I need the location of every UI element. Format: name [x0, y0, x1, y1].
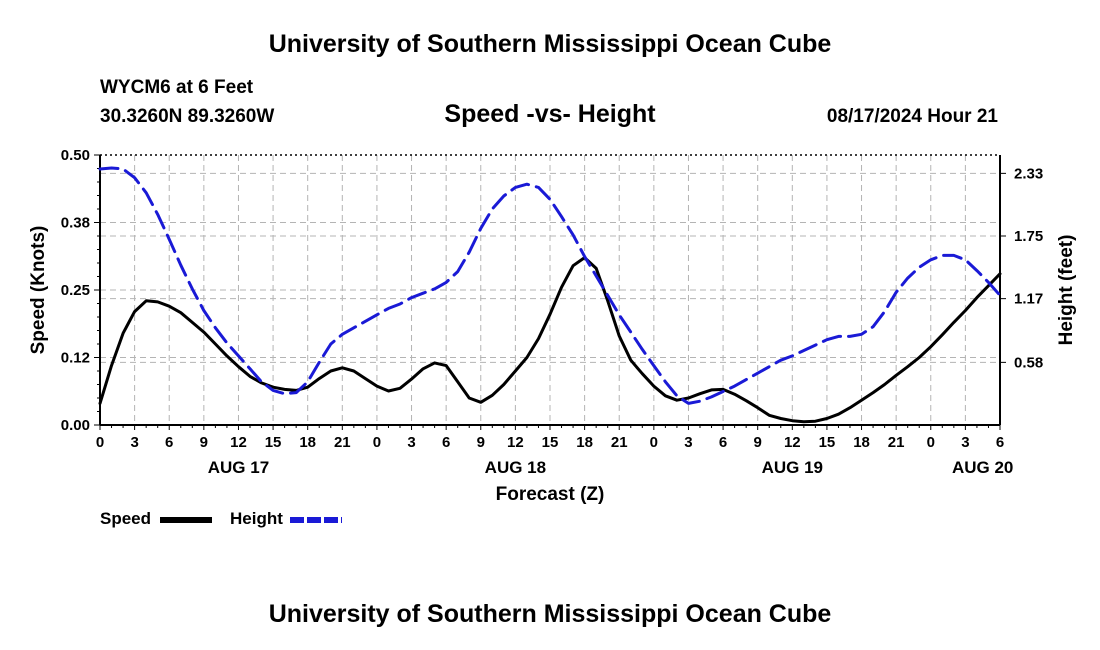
y-tick-label: 0.12	[61, 350, 90, 367]
y2-tick-label: 2.33	[1014, 165, 1043, 182]
x-tick-label: 3	[684, 434, 692, 451]
forecast-datetime: 08/17/2024 Hour 21	[826, 106, 998, 127]
x-tick-label: 0	[373, 434, 381, 451]
x-tick-label: 21	[611, 434, 628, 451]
x-tick-label: 21	[888, 434, 905, 451]
x-date-label: AUG 19	[762, 458, 823, 477]
x-tick-label: 12	[507, 434, 524, 451]
x-tick-label: 3	[961, 434, 969, 451]
y2-tick-label: 1.17	[1014, 291, 1043, 308]
x-tick-label: 15	[542, 434, 559, 451]
footer-title: University of Southern Mississippi Ocean…	[268, 600, 832, 628]
x-tick-label: 6	[165, 434, 173, 451]
x-tick-label: 0	[650, 434, 658, 451]
chart-title: University of Southern Mississippi Ocean…	[268, 30, 832, 58]
x-date-label: AUG 18	[485, 458, 546, 477]
y-tick-label: 0.38	[61, 215, 90, 232]
speed-series-line	[98, 256, 1002, 424]
x-tick-label: 12	[784, 434, 801, 451]
legend-height-label: Height	[230, 509, 283, 528]
x-tick-label: 9	[477, 434, 485, 451]
x-tick-label: 18	[853, 434, 870, 451]
x-date-label: AUG 20	[952, 458, 1013, 477]
x-tick-label: 3	[407, 434, 415, 451]
y-tick-label: 0.00	[61, 417, 90, 434]
legend-speed-label: Speed	[100, 509, 152, 528]
y-tick-label: 0.50	[61, 147, 90, 164]
y2-axis-label: Height (feet)	[1056, 235, 1077, 346]
station-coordinates: 30.3260N 89.3260W	[100, 106, 275, 127]
x-tick-label: 9	[754, 434, 762, 451]
x-tick-label: 0	[96, 434, 104, 451]
y-axis-label: Speed (Knots)	[28, 226, 49, 355]
station-label: WYCM6 at 6 Feet	[100, 77, 254, 98]
y-tick-label: 0.25	[61, 282, 90, 299]
x-tick-label: 6	[719, 434, 727, 451]
x-tick-label: 12	[230, 434, 247, 451]
x-date-label: AUG 17	[208, 458, 269, 477]
x-tick-label: 15	[819, 434, 836, 451]
x-tick-label: 0	[927, 434, 935, 451]
x-tick-label: 6	[996, 434, 1004, 451]
x-axis-label: Forecast (Z)	[496, 484, 605, 505]
chart-subtitle: Speed -vs- Height	[444, 100, 656, 128]
height-series-line	[98, 166, 1002, 405]
x-tick-label: 18	[299, 434, 316, 451]
y2-tick-label: 1.75	[1014, 228, 1043, 245]
x-tick-label: 15	[265, 434, 282, 451]
x-tick-label: 6	[442, 434, 450, 451]
x-tick-label: 18	[576, 434, 593, 451]
x-tick-label: 9	[200, 434, 208, 451]
x-tick-label: 3	[130, 434, 138, 451]
x-tick-label: 21	[334, 434, 351, 451]
y2-tick-label: 0.58	[1014, 354, 1043, 371]
